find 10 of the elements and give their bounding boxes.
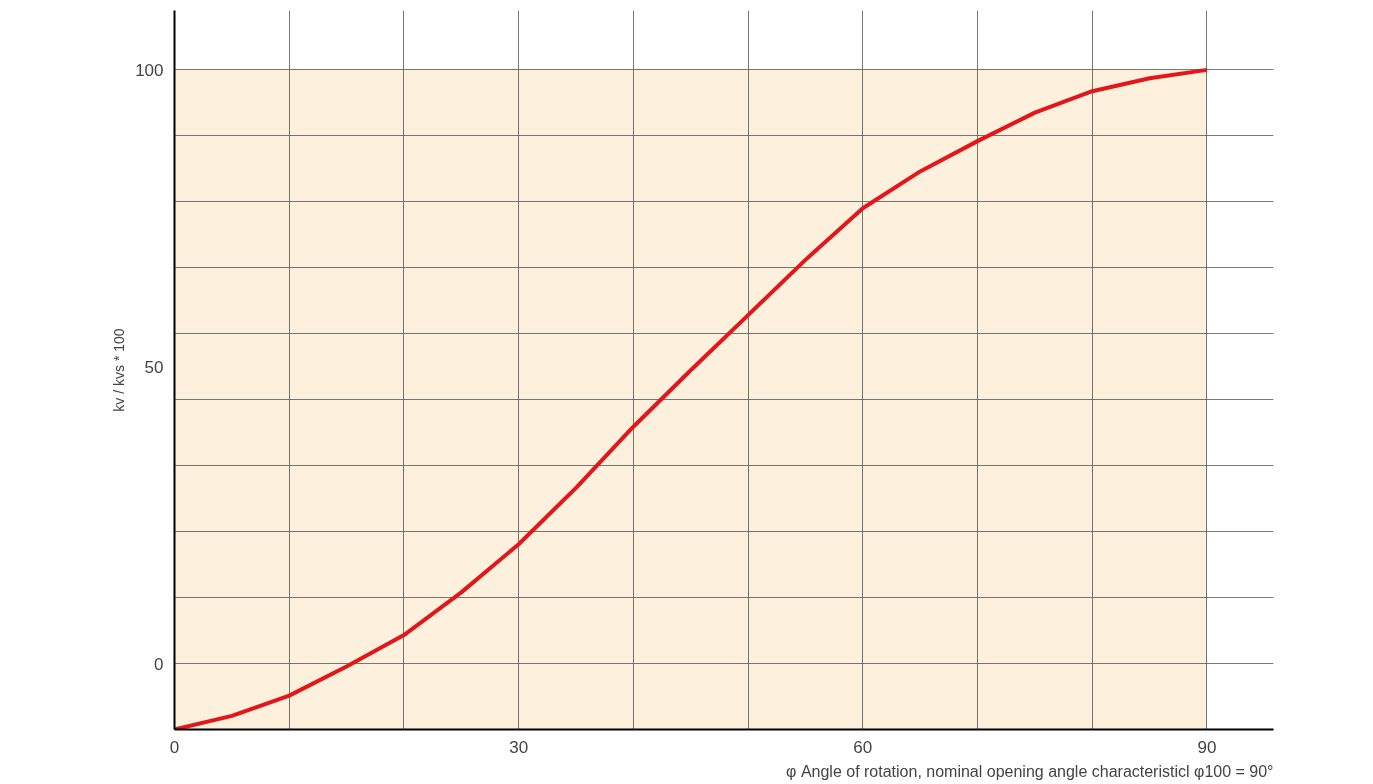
x-tick-label: 30 xyxy=(509,737,529,757)
y-axis-title: kv / kvs * 100 xyxy=(111,328,128,412)
line-series xyxy=(174,67,1209,730)
x-tick-label: 0 xyxy=(169,737,180,757)
x-axis-title: φ Angle of rotation, nominal opening angle characteristicl φ100 = 90° xyxy=(786,762,1274,780)
x-tick-label: 90 xyxy=(1197,737,1217,757)
y-tick-label: 0 xyxy=(154,654,164,674)
y-tick-label: 100 xyxy=(135,60,164,80)
x-tick-label: 60 xyxy=(853,737,873,757)
y-tick-label: 50 xyxy=(144,357,164,377)
